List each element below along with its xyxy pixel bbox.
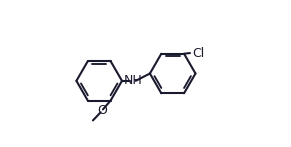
Text: O: O [97,104,107,117]
Text: NH: NH [124,74,142,87]
Text: Cl: Cl [192,47,204,60]
